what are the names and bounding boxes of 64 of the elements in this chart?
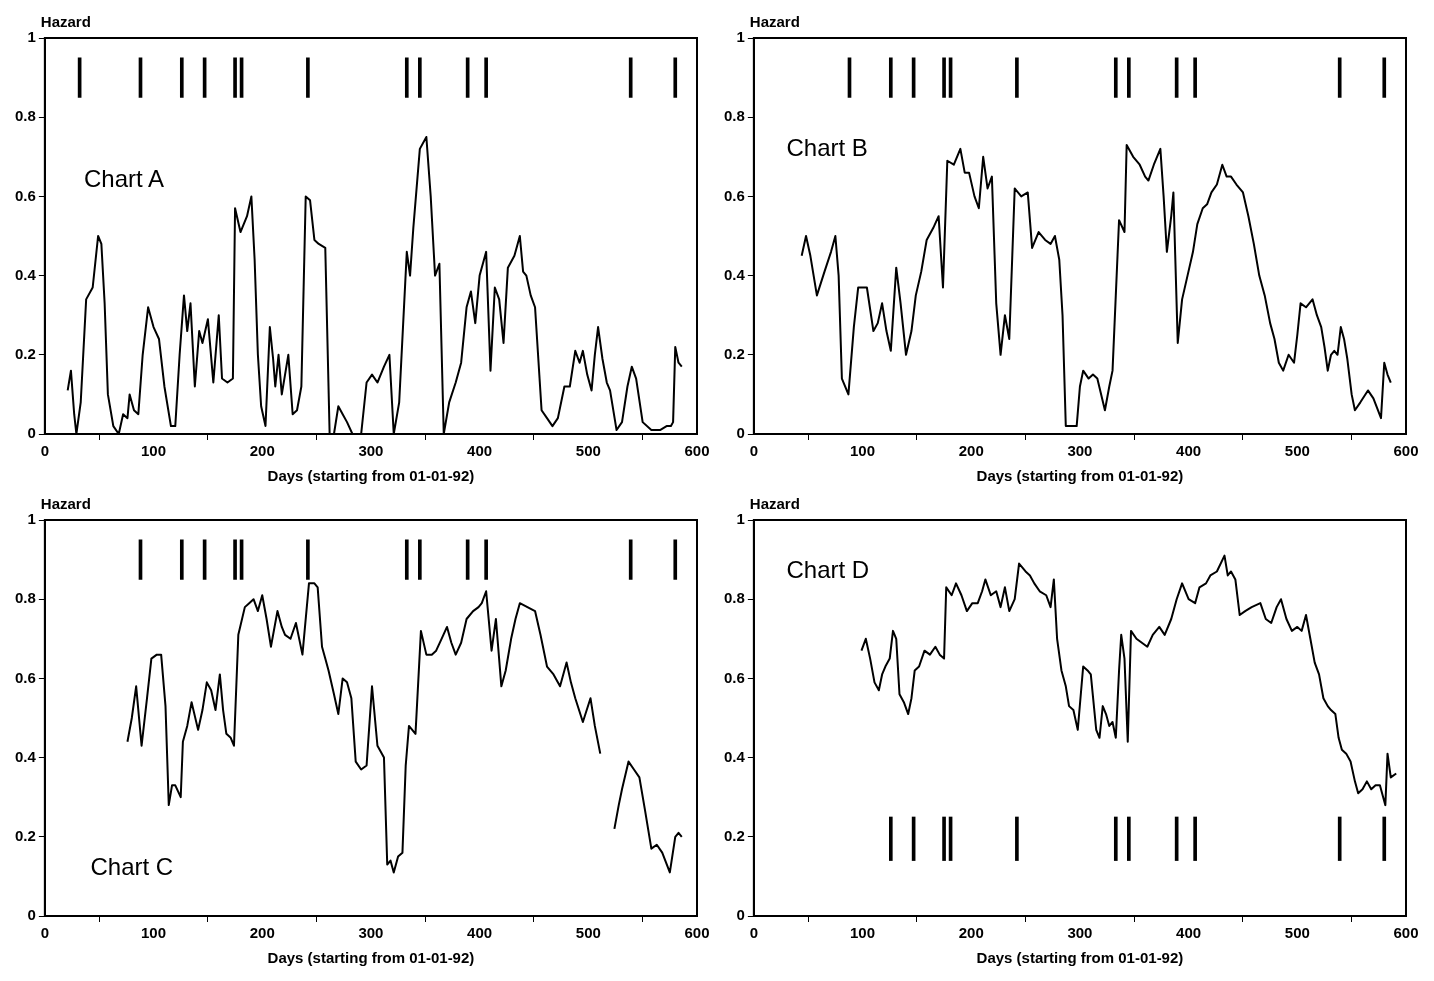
y-tick-label: 0 <box>27 906 36 924</box>
y-tick-label: 0.6 <box>14 186 36 204</box>
y-tick-label: 0 <box>736 424 745 442</box>
y-axis-title: Hazard <box>749 494 800 512</box>
text: Chart B <box>786 133 868 161</box>
x-tick-label: 0 <box>749 924 759 942</box>
y-axis-title: Hazard <box>40 12 91 30</box>
x-tick-label: 100 <box>141 442 167 460</box>
x-tick-label: 200 <box>249 442 275 460</box>
x-tick-label: 200 <box>249 924 275 942</box>
x-tick-label: 500 <box>575 442 601 460</box>
x-tick-label: 600 <box>684 924 710 942</box>
y-tick-label: 0.4 <box>723 747 746 765</box>
x-tick-label: 300 <box>358 442 384 460</box>
y-tick-label: 0.2 <box>14 344 36 362</box>
x-tick-label: 500 <box>1284 442 1310 460</box>
y-tick-label: 0.6 <box>723 668 745 686</box>
x-axis-title: Days (starting from 01-01-92) <box>976 949 1184 967</box>
text: Chart D <box>786 556 870 584</box>
y-tick-label: 1 <box>736 28 745 46</box>
y-tick-label: 0.8 <box>14 589 36 607</box>
x-tick-label: 500 <box>575 924 601 942</box>
y-axis-title: Hazard <box>40 494 91 512</box>
x-tick-label: 400 <box>467 442 493 460</box>
x-tick-label: 200 <box>958 442 984 460</box>
x-tick-label: 300 <box>358 924 384 942</box>
y-tick-label: 1 <box>736 510 745 528</box>
x-tick-label: 400 <box>1176 924 1202 942</box>
y-tick-label: 1 <box>27 510 36 528</box>
x-tick-label: 0 <box>749 442 759 460</box>
y-tick-label: 0.2 <box>723 344 745 362</box>
x-tick-label: 400 <box>467 924 493 942</box>
x-tick-label: 100 <box>141 924 167 942</box>
x-tick-label: 0 <box>40 924 50 942</box>
y-tick-label: 0.6 <box>14 668 36 686</box>
text: Chart A <box>83 165 165 193</box>
x-tick-label: 600 <box>1393 924 1419 942</box>
y-tick-label: 0.8 <box>14 107 36 125</box>
y-tick-label: 0.2 <box>14 826 36 844</box>
y-tick-label: 0.4 <box>14 747 37 765</box>
text: Chart C <box>90 853 174 881</box>
y-tick-label: 0.4 <box>14 265 37 283</box>
x-tick-label: 100 <box>850 924 876 942</box>
y-tick-label: 0.8 <box>723 589 745 607</box>
y-axis-title: Hazard <box>749 12 800 30</box>
x-axis-title: Days (starting from 01-01-92) <box>267 949 475 967</box>
x-axis-title: Days (starting from 01-01-92) <box>976 467 1184 485</box>
x-tick-label: 200 <box>958 924 984 942</box>
x-tick-label: 500 <box>1284 924 1310 942</box>
y-tick-label: 0.8 <box>723 107 745 125</box>
y-tick-label: 0.6 <box>723 186 745 204</box>
x-tick-label: 600 <box>684 442 710 460</box>
x-tick-label: 100 <box>850 442 876 460</box>
x-tick-label: 400 <box>1176 442 1202 460</box>
y-tick-label: 0 <box>736 906 745 924</box>
x-tick-label: 300 <box>1067 442 1093 460</box>
y-tick-label: 0.4 <box>723 265 746 283</box>
x-tick-label: 0 <box>40 442 50 460</box>
y-tick-label: 0.2 <box>723 826 745 844</box>
x-tick-label: 300 <box>1067 924 1093 942</box>
x-axis-title: Days (starting from 01-01-92) <box>267 467 475 485</box>
y-tick-label: 1 <box>27 28 36 46</box>
y-tick-label: 0 <box>27 424 36 442</box>
x-tick-label: 600 <box>1393 442 1419 460</box>
